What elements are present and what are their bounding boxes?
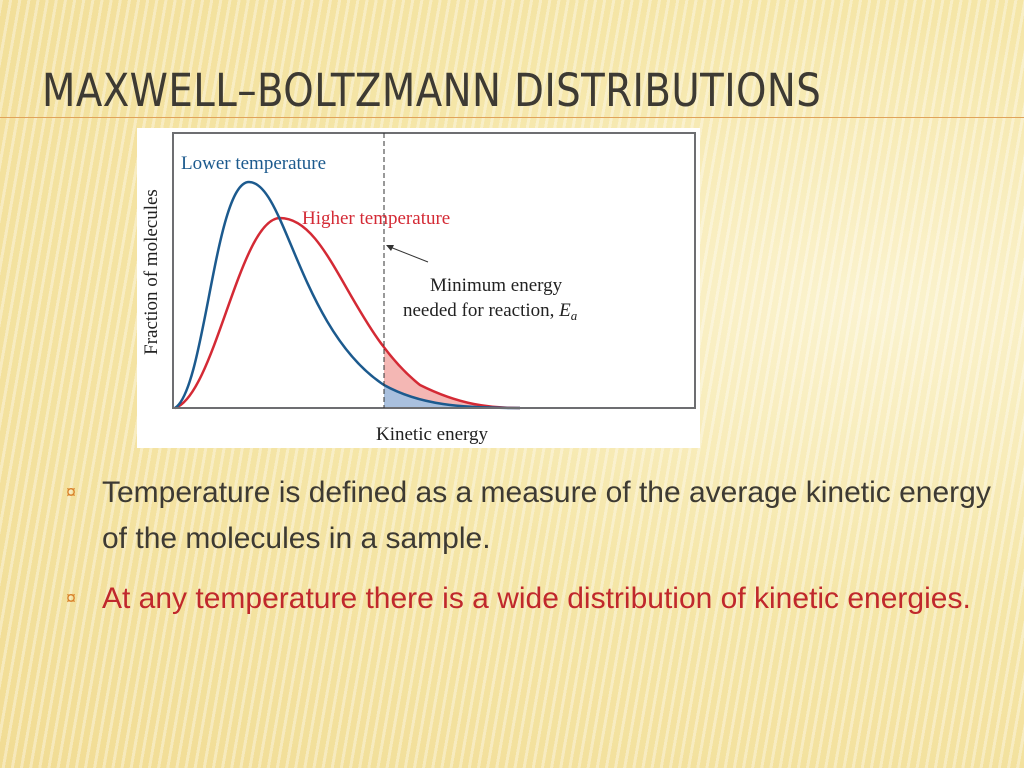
arrow-head — [386, 245, 394, 251]
bullet: At any temperature there is a wide distr… — [102, 582, 971, 615]
ea-subscript: a — [571, 308, 578, 323]
y-axis-label: Fraction of molecules — [141, 189, 162, 355]
ea-symbol: E — [558, 300, 571, 321]
slide-title: Maxwell–Boltzmann Distributions — [42, 64, 822, 117]
lower-label: Lower temperature — [181, 153, 326, 174]
x-axis-label: Kinetic energy — [376, 424, 489, 445]
annotation-text: needed for reaction, — [403, 300, 559, 321]
annotation: needed for reaction, Ea — [403, 300, 578, 323]
arrow — [389, 246, 429, 263]
blue-area — [384, 385, 520, 408]
higher-curve — [174, 216, 521, 410]
bullet: Temperature is defined as a measure of t… — [102, 476, 991, 555]
title-rule — [0, 117, 1024, 118]
annotation: Minimum energy — [430, 275, 563, 296]
red-area — [384, 347, 520, 408]
bullet-marker: ¤ — [66, 482, 77, 502]
lower-curve — [174, 180, 521, 410]
plot-frame — [172, 132, 696, 409]
higher-label: Higher temperature — [302, 208, 450, 229]
figure: Lower temperature Higher temperature Min… — [141, 132, 696, 445]
bullet-marker: ¤ — [66, 588, 77, 608]
